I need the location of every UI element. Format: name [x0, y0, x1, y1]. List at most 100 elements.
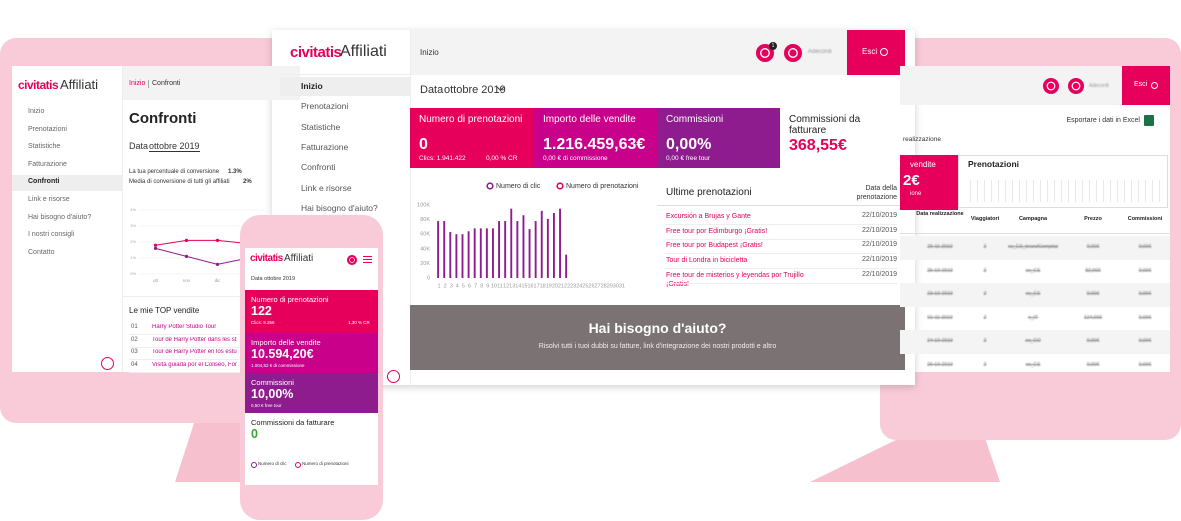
menu-icon-mid [363, 259, 372, 261]
booking-date: 22/10/2019 [861, 227, 897, 234]
table-cell: 2 [983, 291, 987, 297]
nav-item[interactable]: Inizio [301, 81, 323, 91]
table-cell: 2 [983, 244, 987, 250]
kpi-card [410, 108, 534, 168]
nav-item[interactable]: Confronti [301, 162, 336, 173]
menu-icon[interactable] [363, 256, 372, 263]
table-cell: 26-10-2019 [927, 361, 953, 368]
export-link[interactable]: Esportare i dati in Excel [1066, 117, 1140, 124]
date-label: Data [129, 141, 149, 151]
booking-link[interactable]: Tour di Londra in bicicletta [666, 257, 748, 264]
excel-icon[interactable] [1144, 115, 1154, 126]
nav-item[interactable]: Link e risorse [28, 196, 70, 203]
logo: civitatis [18, 78, 59, 92]
top-item[interactable]: Harry Potter Studio Tour [152, 324, 217, 330]
nav-item[interactable]: Hai bisogno d'aiuto? [28, 213, 92, 221]
table-cell: 0,00€ [1086, 338, 1100, 344]
kpi-card [534, 108, 657, 168]
mini-grid [1040, 180, 1041, 202]
nav-item[interactable]: Contatto [28, 248, 55, 256]
date-value[interactable]: ottobre 2019 [149, 141, 200, 152]
nav-item[interactable]: Statistiche [301, 121, 341, 132]
mini-grid [1054, 180, 1055, 202]
nav-item[interactable]: Statistiche [28, 143, 61, 151]
kpi-card [657, 108, 780, 168]
breadcrumb[interactable]: Inizio [129, 80, 146, 87]
booking-link[interactable]: Free tour por Budapest ¡Gratis! [666, 242, 763, 249]
nav-item[interactable]: Inizio [28, 108, 45, 115]
table-cell: e_IT [1027, 314, 1038, 321]
kpi-value: 10.594,20€ [251, 347, 314, 361]
nav-item[interactable]: Hai bisogno d'aiuto? [301, 202, 378, 213]
nav-item[interactable]: Confronti [28, 178, 60, 186]
user-name: Adecordi [808, 49, 832, 55]
date[interactable]: Data ottobre 2019 [251, 276, 296, 282]
kpi-label: Importo delle vendite [251, 338, 321, 347]
kpi-label: Numero di prenotazioni [251, 295, 329, 304]
top-bar [411, 30, 847, 75]
row-line [665, 224, 897, 225]
breadcrumb: Confronti [152, 80, 181, 87]
power-icon[interactable] [880, 48, 888, 56]
table-cell: 0,00€ [1086, 291, 1100, 297]
icon-button[interactable] [784, 44, 802, 62]
mini-grid [1033, 180, 1034, 202]
mini-grid [1103, 180, 1104, 202]
mini-grid [1096, 180, 1097, 202]
mini-grid [1012, 180, 1013, 202]
table-cell: 26-11-2019 [927, 244, 953, 250]
nav-item[interactable]: I nostri consigli [28, 231, 75, 239]
exit-block [1122, 66, 1170, 105]
kpi-value: 10,00% [251, 387, 294, 401]
row-line [665, 283, 897, 284]
nav-item[interactable]: Prenotazioni [28, 125, 67, 133]
help-text: Risolvi tutti i tuoi dubbi su fatture, l… [538, 343, 777, 350]
app-name: Affiliati [60, 77, 99, 92]
booking-link[interactable]: Free tour por Edimburgo ¡Gratis! [666, 228, 768, 235]
scroll-arrow[interactable] [101, 357, 114, 370]
top-item[interactable]: Tour de Harry Potter en los estu [152, 349, 237, 355]
exit-button[interactable]: Esci [862, 47, 878, 56]
booking-link[interactable]: Free tour de misterios y leyendas por Tr… [666, 272, 804, 288]
mini-grid [1110, 180, 1111, 202]
top-item[interactable]: Visita guiada por el Coliseo, For [152, 361, 237, 368]
legend-label: Numero di prenotazioni [302, 461, 349, 466]
kpi-sub: 0,00 € free tour [666, 155, 711, 162]
booking-link[interactable]: Excursión a Brujas y Gante [666, 213, 751, 220]
nav-item[interactable]: Link e risorse [301, 182, 352, 193]
top-bar-title: Inizio [420, 48, 439, 57]
mini-grid [1061, 180, 1062, 202]
sales-card [900, 155, 958, 210]
table-cell: 0,00€ [1138, 244, 1152, 250]
exit-button[interactable]: Esci [1134, 81, 1148, 88]
icon-button[interactable] [1068, 78, 1084, 94]
rank: 03 [131, 349, 138, 355]
mini-grid [1082, 180, 1083, 202]
top-item[interactable]: Tour de Harry Potter dans les st [152, 336, 237, 343]
divider [280, 74, 410, 75]
kpi-card [245, 290, 378, 333]
kpi-sub: Clics: 1.941.422 [419, 155, 466, 162]
table-cell: 01-11-2019 [927, 314, 953, 321]
table-cell: 0,00€ [1138, 314, 1152, 321]
icon-button[interactable] [1043, 78, 1059, 94]
icon-button[interactable] [347, 255, 357, 265]
mini-grid [1159, 180, 1160, 202]
power-icon[interactable] [1151, 82, 1158, 89]
divider [123, 296, 300, 297]
mini-grid [1145, 180, 1146, 202]
nav-item[interactable]: Fatturazione [301, 141, 349, 152]
kpi-label: Commissioni [251, 378, 294, 387]
scroll-arrow[interactable] [387, 370, 400, 383]
mini-grid [1138, 180, 1139, 202]
sidebar-divider [410, 30, 411, 385]
date-value[interactable]: ottobre 2019 [444, 84, 506, 96]
nav-item[interactable]: Prenotazioni [301, 101, 349, 112]
row-line [129, 359, 300, 360]
table-header: Prezzo [1084, 216, 1102, 222]
booking-date: 22/10/2019 [861, 271, 897, 278]
nav-item[interactable]: Fatturazione [28, 160, 67, 168]
rank: 02 [131, 336, 138, 343]
user-name: Adecordi [1089, 83, 1109, 89]
table-cell: es_ES [1025, 291, 1041, 297]
